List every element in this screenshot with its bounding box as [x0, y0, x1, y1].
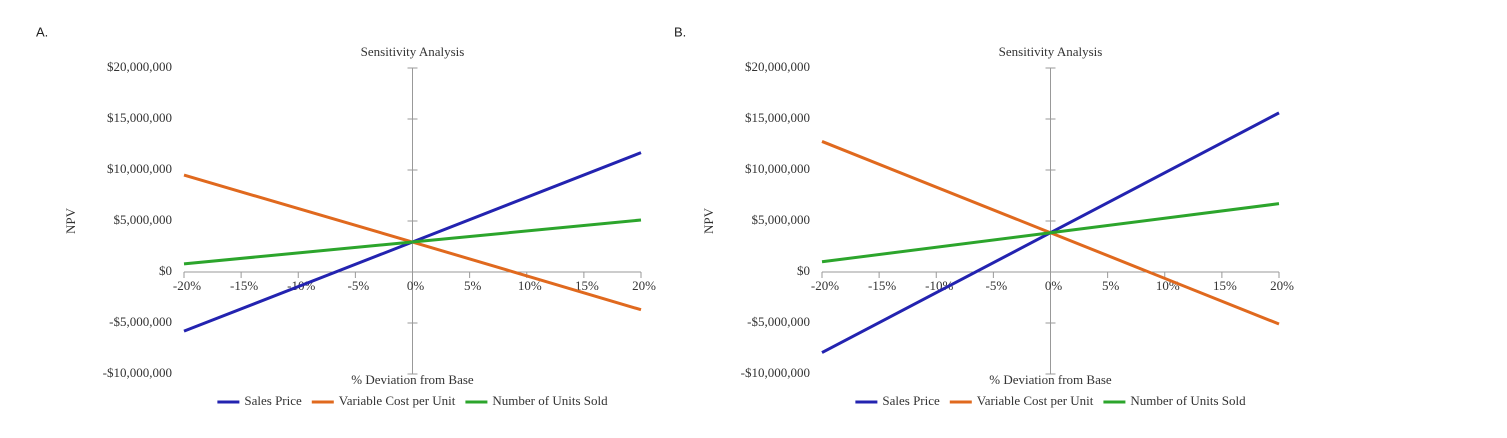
x-tick-label: -20%	[811, 278, 839, 293]
y-tick-label: $5,000,000	[114, 212, 173, 227]
x-tick-label: -5%	[986, 278, 1008, 293]
y-tick-label: $15,000,000	[107, 110, 172, 125]
x-tick-label: -10%	[925, 278, 953, 293]
legend-label: Sales Price	[882, 393, 940, 408]
x-tick-label: 5%	[1102, 278, 1120, 293]
x-axis-title: % Deviation from Base	[989, 372, 1112, 387]
x-tick-label: 0%	[407, 278, 425, 293]
chart: A. Sensitivity Analysis NPV % Deviation fro…	[36, 24, 656, 408]
x-tick-label: -5%	[348, 278, 370, 293]
y-axis-title: NPV	[701, 207, 716, 234]
legend: Sales Price Variable Cost per Unit Number …	[855, 393, 1246, 408]
chart-title: Sensitivity Analysis	[361, 44, 465, 59]
legend-label: Number of Units Sold	[1130, 393, 1246, 408]
y-tick-label: $20,000,000	[745, 59, 810, 74]
y-tick-label: $15,000,000	[745, 110, 810, 125]
y-tick-label: $10,000,000	[745, 161, 810, 176]
legend-label: Variable Cost per Unit	[977, 393, 1094, 408]
x-tick-label: 20%	[632, 278, 656, 293]
chart-title: Sensitivity Analysis	[999, 44, 1103, 59]
y-tick-label: $5,000,000	[752, 212, 811, 227]
x-tick-label: 15%	[1213, 278, 1237, 293]
x-tick-label: -15%	[230, 278, 258, 293]
y-axis-title: NPV	[63, 207, 78, 234]
panel-label: B.	[674, 24, 686, 39]
y-tick-label: -$5,000,000	[109, 314, 172, 329]
series-line	[183, 218, 642, 266]
y-tick-label: -$5,000,000	[747, 314, 810, 329]
chart: B. Sensitivity Analysis NPV % Deviation fro…	[674, 24, 1294, 408]
legend-label: Number of Units Sold	[492, 393, 608, 408]
series-line	[821, 202, 1280, 264]
x-axis-title: % Deviation from Base	[351, 372, 474, 387]
x-tick-label: -15%	[868, 278, 896, 293]
x-tick-label: -20%	[173, 278, 201, 293]
x-tick-label: 10%	[518, 278, 542, 293]
y-tick-label: -$10,000,000	[741, 365, 810, 380]
x-tick-label: 5%	[464, 278, 482, 293]
x-tick-label: 0%	[1045, 278, 1063, 293]
legend-label: Sales Price	[244, 393, 302, 408]
y-tick-label: $0	[797, 263, 810, 278]
legend: Sales Price Variable Cost per Unit Number …	[217, 393, 608, 408]
y-tick-label: $20,000,000	[107, 59, 172, 74]
legend-label: Variable Cost per Unit	[339, 393, 456, 408]
x-tick-label: 20%	[1270, 278, 1294, 293]
y-tick-label: -$10,000,000	[103, 365, 172, 380]
x-tick-label: 15%	[575, 278, 599, 293]
y-tick-label: $10,000,000	[107, 161, 172, 176]
panel-label: A.	[36, 24, 48, 39]
y-tick-label: $0	[159, 263, 172, 278]
